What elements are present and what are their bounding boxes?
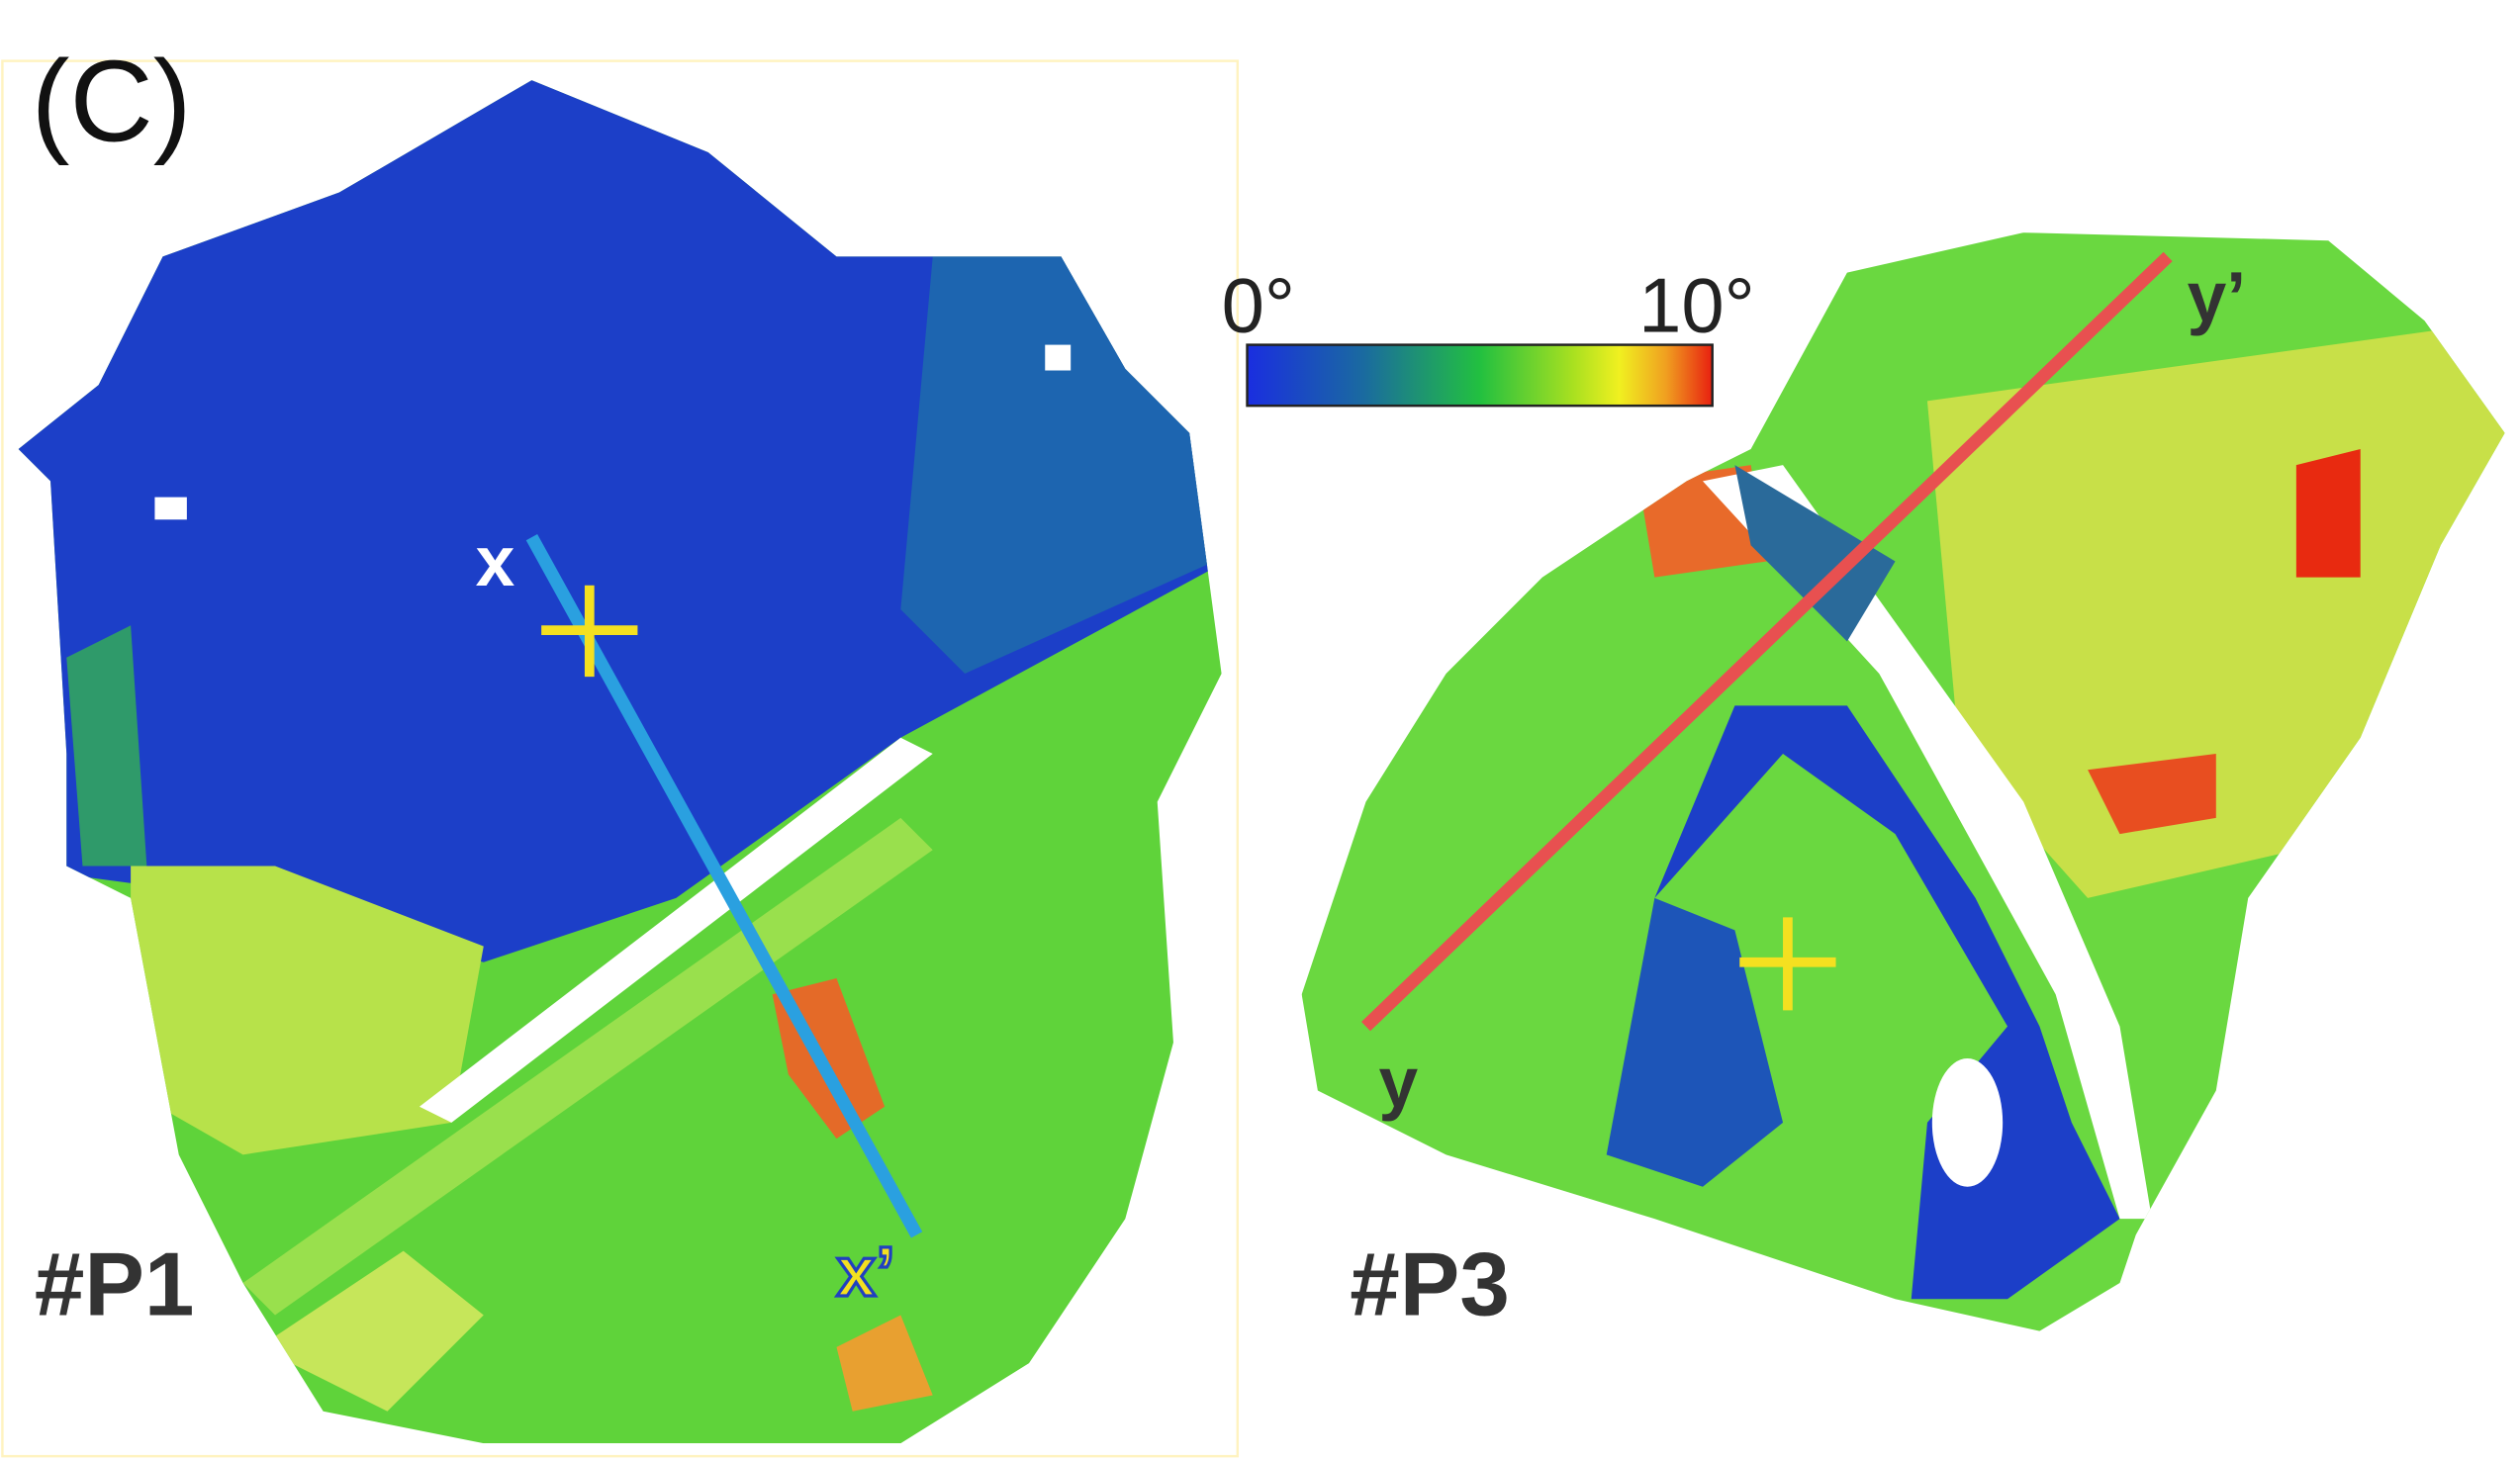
panel-label: (C) xyxy=(32,37,192,166)
line-end-label: y’ xyxy=(2188,257,2247,336)
colorbar-max-label: 10° xyxy=(1638,264,1755,349)
sample-label: #P1 xyxy=(35,1234,195,1334)
sample-label: #P3 xyxy=(1350,1234,1510,1334)
figure-panel: (C) 0° 10° #P1 #P3 x x’ y y’ xyxy=(0,0,2520,1461)
colorbar-min-label: 0° xyxy=(1222,264,1295,349)
line-start-label: x xyxy=(476,522,515,601)
line-start-label: y xyxy=(1378,1044,1418,1123)
colorbar xyxy=(1248,345,1713,407)
line-end-label: x’ xyxy=(836,1233,895,1312)
